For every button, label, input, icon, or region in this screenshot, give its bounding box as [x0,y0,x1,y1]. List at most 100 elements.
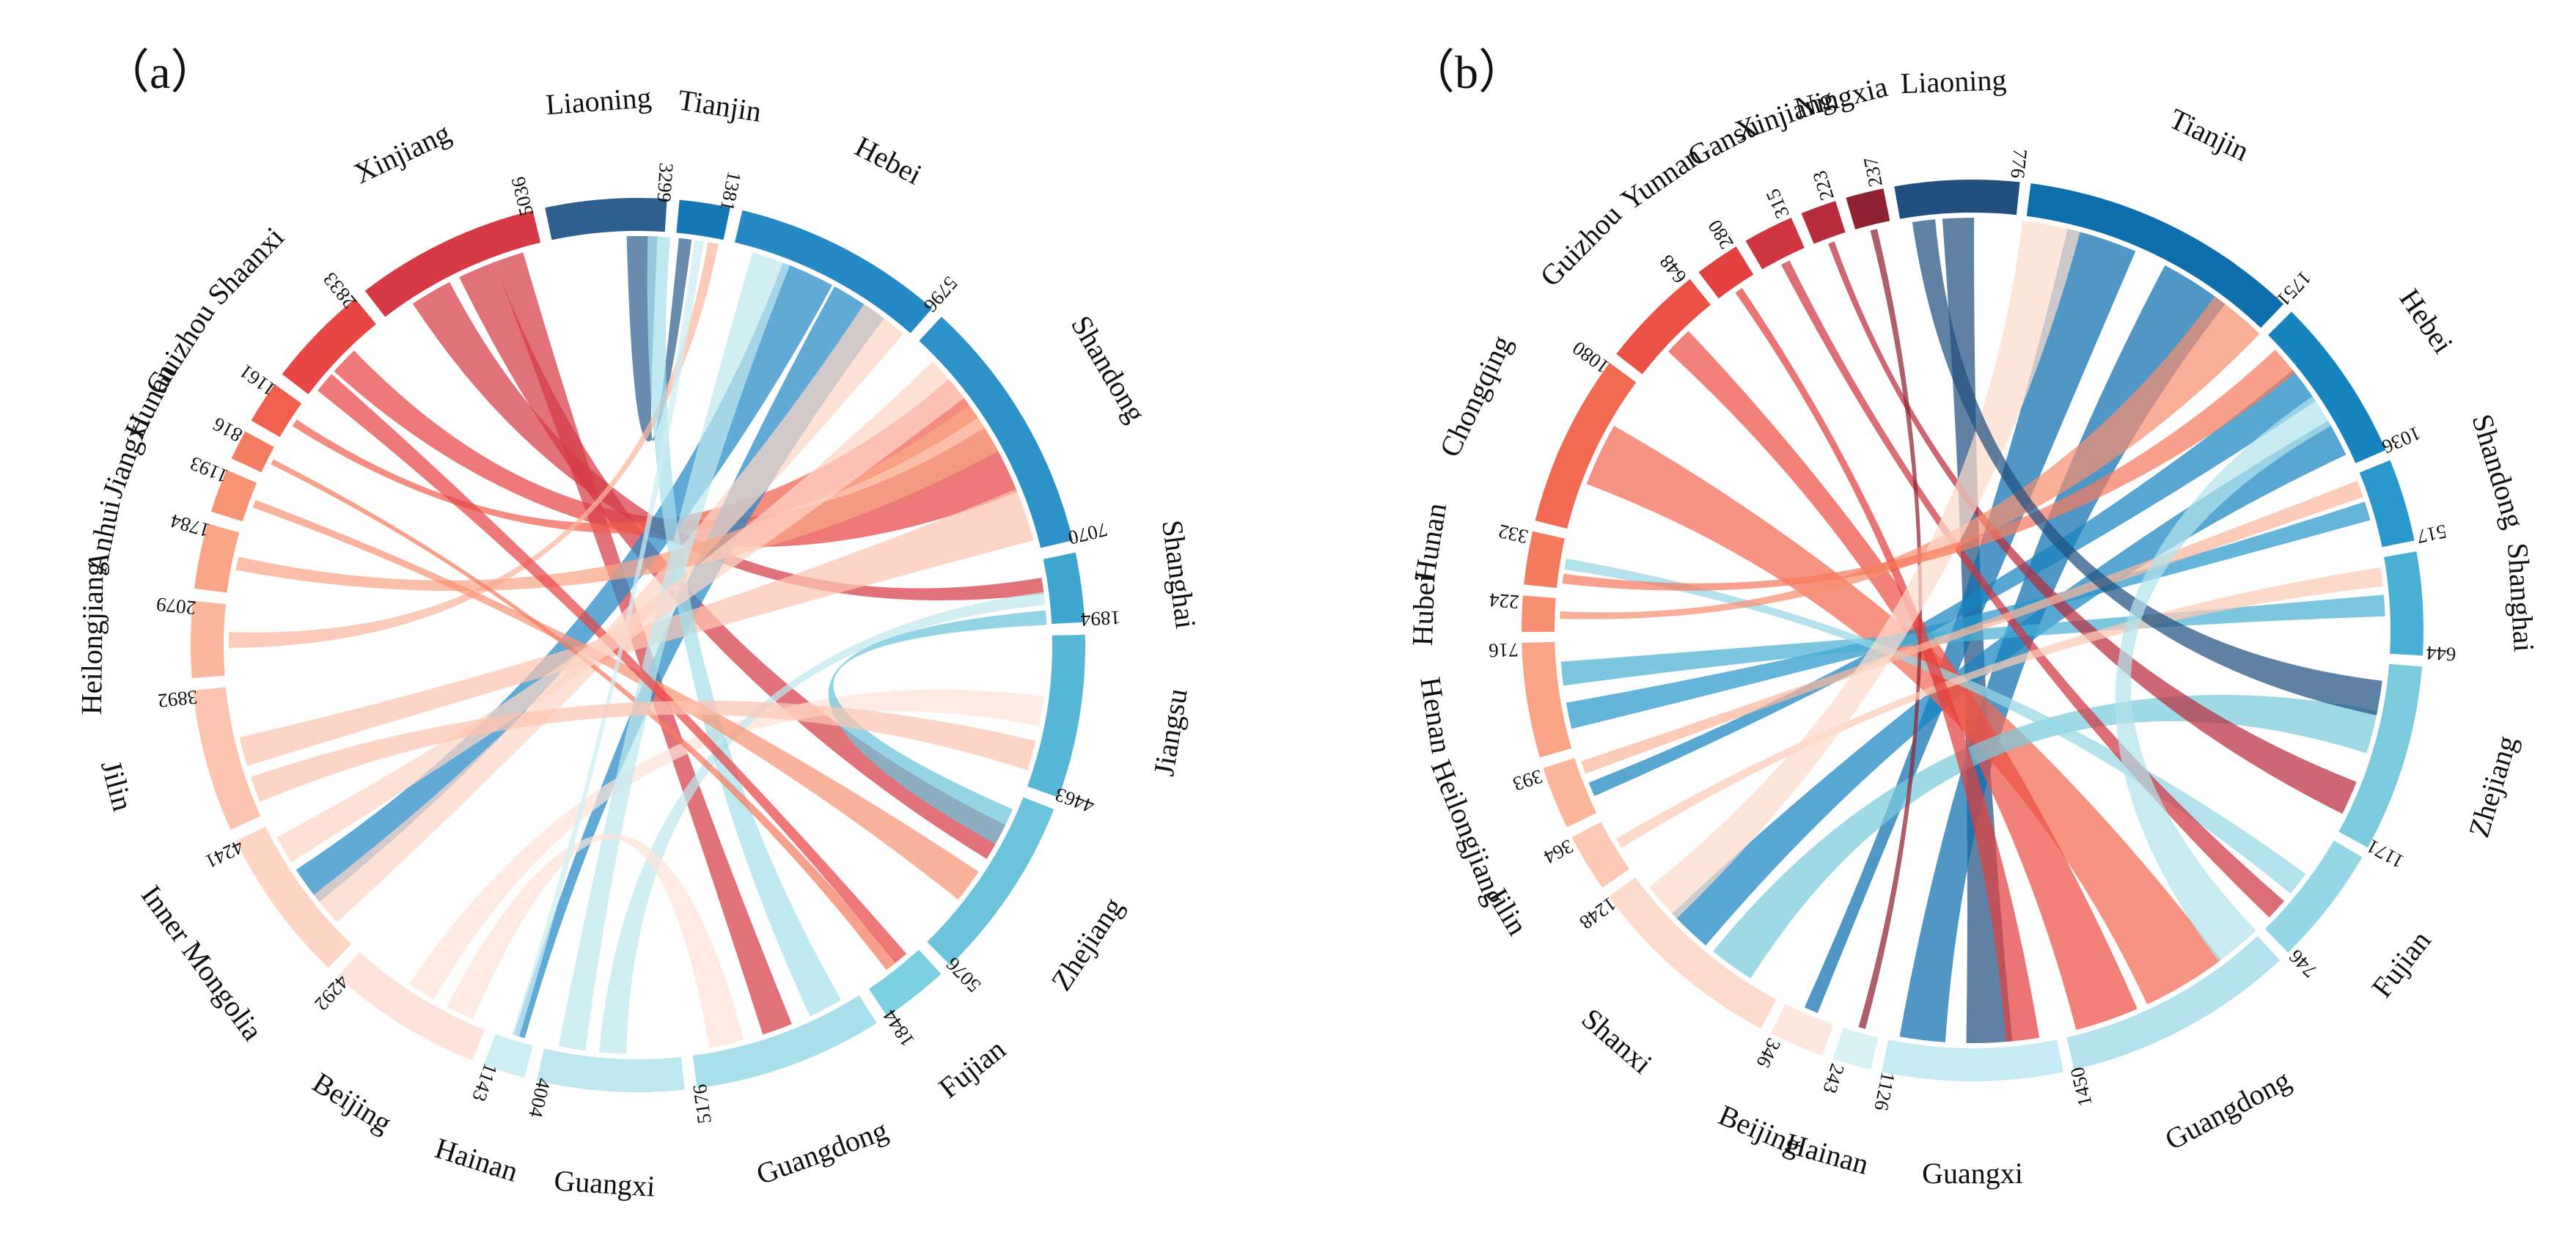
region-label: Zhejiang [1044,891,1129,996]
region-label: Tianjin [2165,102,2254,168]
value-label: 746 [2285,946,2322,982]
chord-a-19 [447,833,744,1048]
value-label: 2079 [155,593,197,619]
region-label: Hebei [850,130,928,191]
panel-b-chords [1560,218,2385,1043]
arc-a-guizhou [251,384,302,438]
region-label: Heilongjiang [1425,755,1512,910]
region-label: Ningxia [1791,70,1891,125]
chord-a-18 [318,374,907,963]
value-label: 4004 [524,1076,555,1120]
region-label: Guangdong [752,1114,892,1191]
region-label: Henan [1414,675,1458,756]
chord-b-14 [1560,296,2260,619]
arc-a-fujian [868,949,942,1017]
chord-a-22 [276,361,964,863]
value-label: 243 [1819,1061,1849,1097]
value-label: 1036 [2379,422,2423,458]
panel-a-label: （a） [103,46,217,98]
region-label: Hunan [1408,501,1453,584]
arc-a-beijing [337,952,485,1061]
value-label: 315 [1761,185,1794,221]
region-label: Inner Mongolia [135,879,270,1047]
chord-a-9 [313,303,903,923]
arc-a-shandong [919,316,1073,548]
arc-b-henan [1522,641,1572,758]
arc-b-heilongjiang [1543,758,1597,828]
chord-b-20 [1912,219,2382,715]
chord-a-11 [408,689,1044,1000]
region-label: Heilongjiang [75,562,110,715]
arc-b-hainan [1832,1027,1879,1070]
chord-a-17 [558,252,790,1051]
region-label: Zhejiang [2462,732,2523,841]
arc-b-ningxia [1846,188,1890,229]
arc-b-guizhou [1616,279,1711,375]
region-label: Beijing [307,1066,398,1140]
value-label: 364 [1540,835,1577,868]
chord-panel-a: （a） Liaoning3299Tianjin1381Hebei5796Shan… [75,46,1203,1203]
value-label: 716 [1489,639,1519,662]
arc-b-hubei [1522,595,1556,632]
value-label: 4241 [202,836,247,873]
arc-b-gansu [1745,217,1805,270]
arc-b-shanghai [2384,551,2423,656]
panel-b-arcs [1522,179,2423,1081]
region-label: Chongqing [1433,330,1519,462]
value-label: 5036 [507,174,537,218]
arc-b-xinjiang [1801,201,1846,244]
arc-b-hunan [1524,531,1565,588]
region-label: Liaoning [1900,63,2007,100]
value-label: 3892 [157,686,199,712]
arc-b-guangxi [1882,1039,2064,1081]
region-label: Guangxi [1922,1157,2023,1190]
value-label: 1381 [716,169,745,213]
chord-b-5 [1586,425,2221,1005]
region-label: Shandong [2465,411,2531,532]
arc-a-inner-mongolia [235,826,351,968]
chord-b-3 [1588,369,2316,796]
region-label: Shanxi [1575,1002,1658,1081]
value-label: 1784 [168,509,213,542]
value-label: 280 [1703,216,1738,253]
arc-a-heilongjiang [191,600,226,679]
value-label: 223 [1808,168,1838,203]
value-label: 1143 [468,1061,502,1105]
region-label: Guangdong [2159,1063,2296,1156]
arc-a-shanghai [1043,552,1085,625]
arc-b-yunnan [1698,246,1754,299]
chord-a-13 [647,236,842,1017]
arc-a-guangdong [692,995,877,1089]
panel-b-label: （b） [1408,46,1525,98]
arc-b-fujian [2264,840,2363,953]
region-label: Hainan [431,1131,522,1188]
panel-a-arcs [191,198,1086,1092]
chord-a-20 [828,610,1047,844]
value-label: 517 [2415,520,2448,548]
chord-b-16 [1735,287,2040,1042]
region-label: Jiangsu [1147,686,1194,779]
region-label: Liaoning [545,81,653,121]
value-label: 7070 [1066,518,1110,549]
chord-b-13 [1858,229,1923,1029]
chord-b-6 [1667,331,2138,1030]
region-label: Guizhou [1533,198,1628,293]
chord-a-23 [250,700,1036,802]
arc-b-liaoning [1894,179,2020,219]
arc-a-guangxi [536,1048,685,1092]
arc-b-beijing [1770,1004,1834,1056]
arc-a-hebei [734,210,933,334]
region-label: Hebei [2393,283,2460,359]
chord-b-9 [1713,694,2378,979]
arc-a-anhui [194,523,240,593]
value-label: 4463 [1052,784,1097,818]
region-label: Shandong [1065,310,1153,428]
value-label: 1450 [2066,1065,2096,1108]
arc-a-liaoning [545,198,667,240]
arc-b-hebei [2268,312,2386,463]
value-label: 332 [1497,520,1530,548]
region-label: Fujian [2365,924,2437,1004]
arc-a-zhejiang [927,797,1054,965]
chord-b-21 [2115,396,2331,962]
region-label: Guizhou [139,297,221,400]
